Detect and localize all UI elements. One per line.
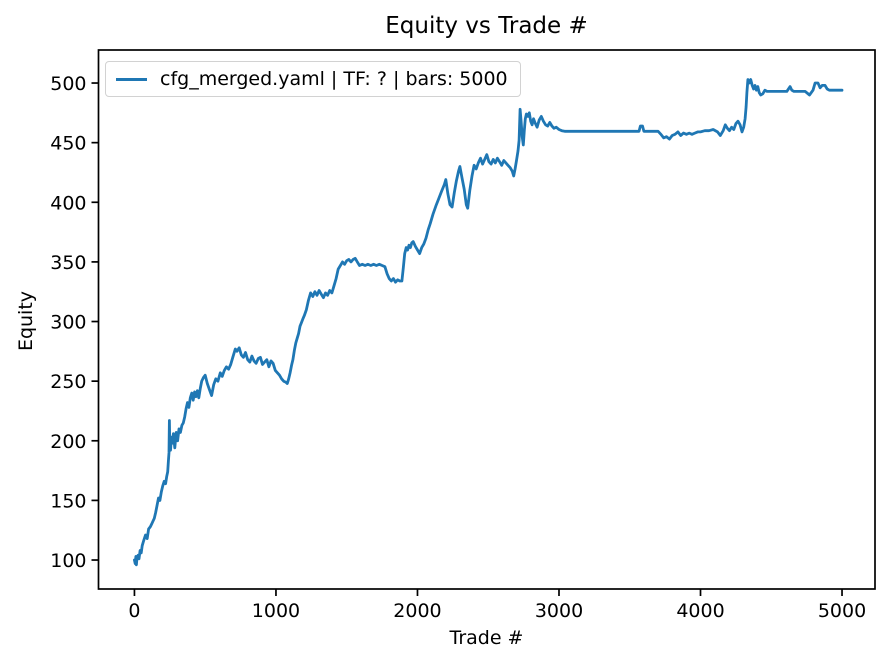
y-tick-label: 350 [50, 252, 86, 274]
plot-border [97, 49, 876, 590]
x-tick-label: 5000 [818, 600, 866, 622]
legend-line-sample [116, 77, 147, 81]
y-tick-label: 150 [50, 490, 86, 512]
y-tick-label: 300 [50, 312, 86, 334]
y-tick-label: 250 [50, 371, 86, 393]
legend-box: cfg_merged.yaml | TF: ? | bars: 5000 [105, 61, 521, 97]
y-tick-label: 500 [50, 73, 86, 95]
x-tick-label: 0 [128, 600, 140, 622]
x-tick-label: 4000 [676, 600, 724, 622]
chart-title: Equity vs Trade # [385, 13, 588, 39]
y-tick-label: 200 [50, 431, 86, 453]
x-tick-label: 1000 [252, 600, 300, 622]
y-axis-label: Equity [15, 290, 37, 352]
y-tick-label: 450 [50, 133, 86, 155]
x-tick-label: 2000 [393, 600, 441, 622]
legend-entry-label: cfg_merged.yaml | TF: ? | bars: 5000 [160, 68, 508, 90]
y-tick-label: 100 [50, 550, 86, 572]
x-tick-label: 3000 [535, 600, 583, 622]
equity-curve [133, 78, 844, 567]
y-tick-label: 400 [50, 192, 86, 214]
x-axis-label: Trade # [449, 627, 524, 649]
